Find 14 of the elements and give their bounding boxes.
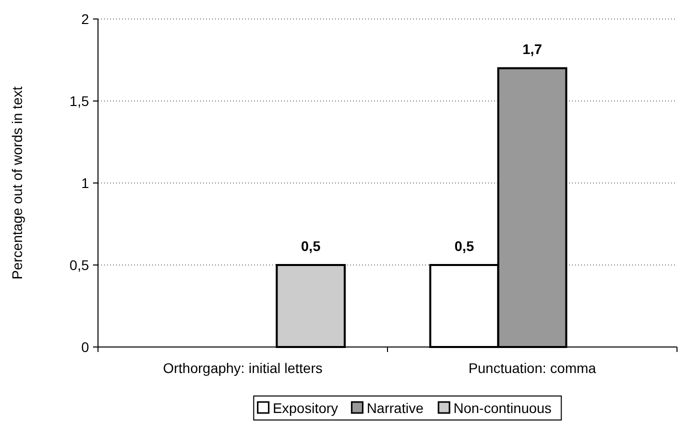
data-label: 1,7 [522,41,542,58]
legend-label: Narrative [366,400,424,416]
data-label: 0,5 [301,238,321,254]
legend-label: Non-continuous [454,400,552,416]
legend-label: Expository [272,400,338,416]
x-tick-label: Punctuation: comma [468,360,596,376]
y-axis-title: Percentage out of words in text [9,86,25,280]
y-tick-label: 0 [81,338,90,355]
y-tick-label: 1,5 [70,92,90,109]
y-tick-label: 1 [81,174,90,191]
y-tick-label: 0,5 [70,256,90,273]
data-label: 0,5 [454,238,474,254]
x-tick-label: Orthorgaphy: initial letters [162,360,323,376]
y-tick-label: 2 [81,10,90,27]
